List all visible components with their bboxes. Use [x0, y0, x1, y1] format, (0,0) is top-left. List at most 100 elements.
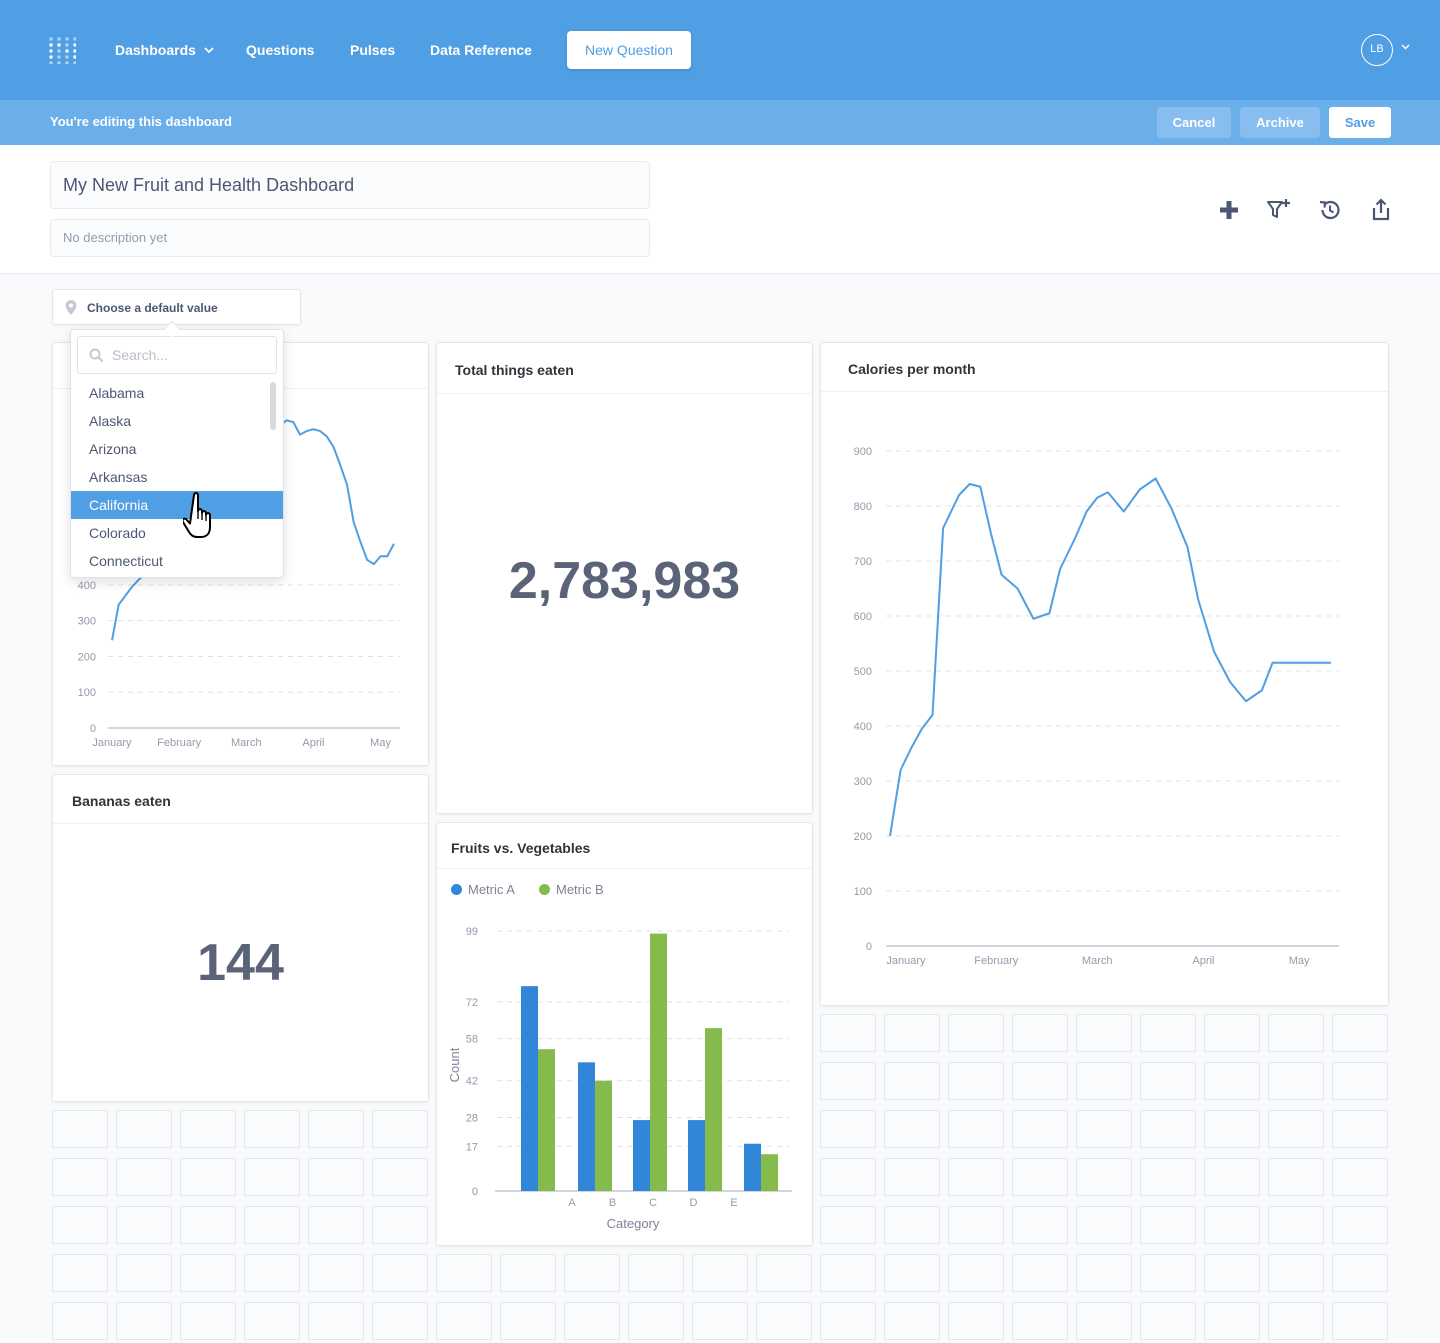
- filter-label: Choose a default value: [87, 301, 218, 315]
- empty-grid-slot: [884, 1302, 940, 1340]
- revision-history-icon[interactable]: [1317, 197, 1343, 223]
- dashboard-description-input[interactable]: No description yet: [50, 219, 650, 257]
- empty-grid-slot: [820, 1110, 876, 1148]
- empty-grid-slot: [372, 1254, 428, 1292]
- x-tick-label: B: [609, 1197, 616, 1209]
- legend-dot: [451, 884, 462, 895]
- y-tick-label: 42: [466, 1076, 478, 1088]
- nav-dashboards[interactable]: Dashboards: [115, 40, 214, 60]
- dropdown-option[interactable]: Colorado: [89, 525, 146, 541]
- series-line: [889, 477, 1331, 837]
- x-tick-label: E: [730, 1197, 737, 1209]
- empty-grid-slot: [948, 1062, 1004, 1100]
- location-filter-widget[interactable]: Choose a default value: [52, 289, 301, 325]
- chevron-down-icon[interactable]: [1401, 44, 1410, 50]
- x-tick-label: April: [302, 737, 324, 749]
- empty-grid-slot: [1012, 1254, 1068, 1292]
- y-tick-label: 100: [854, 886, 872, 898]
- x-tick-label: May: [1289, 955, 1310, 967]
- card-divider: [437, 868, 812, 869]
- empty-grid-slot: [1012, 1302, 1068, 1340]
- dropdown-scrollbar[interactable]: [270, 382, 276, 430]
- save-button[interactable]: Save: [1329, 107, 1391, 138]
- empty-grid-slot: [948, 1014, 1004, 1052]
- empty-grid-slot: [1268, 1254, 1324, 1292]
- y-tick-label: 500: [854, 666, 872, 678]
- empty-grid-slot: [244, 1302, 300, 1340]
- card-divider: [53, 823, 428, 824]
- empty-grid-slot: [244, 1254, 300, 1292]
- empty-grid-slot: [884, 1158, 940, 1196]
- calories-line-chart: 0 100 200 300 400 500 600 700 800 900 January Febru…: [854, 446, 1339, 967]
- empty-grid-slot: [1076, 1158, 1132, 1196]
- x-tick-label: February: [157, 737, 202, 749]
- user-avatar[interactable]: LB: [1361, 34, 1393, 66]
- empty-grid-slot: [1332, 1110, 1388, 1148]
- legend-item-metric-a[interactable]: Metric A: [451, 882, 515, 897]
- bar: [538, 1049, 555, 1191]
- scalar-value: 2,783,983: [508, 552, 741, 610]
- chevron-down-icon: [204, 47, 214, 54]
- empty-grid-slot: [308, 1158, 364, 1196]
- dropdown-option[interactable]: Connecticut: [89, 553, 163, 569]
- nav-pulses[interactable]: Pulses: [350, 42, 396, 58]
- total-things-card[interactable]: Total things eaten 2,783,983: [436, 342, 813, 814]
- empty-grid-slot: [1332, 1302, 1388, 1340]
- archive-button[interactable]: Archive: [1240, 107, 1320, 138]
- empty-grid-slot: [1076, 1062, 1132, 1100]
- dashboard-title-input[interactable]: My New Fruit and Health Dashboard: [50, 161, 650, 209]
- empty-grid-slot: [180, 1158, 236, 1196]
- fruits-vs-vegetables-bar-chart: 0 17 28 42 58 72 99 A B C D E Category Count: [447, 926, 792, 1231]
- empty-grid-slot: [948, 1158, 1004, 1196]
- dropdown-option[interactable]: Arizona: [89, 441, 137, 457]
- fruits-vs-vegetables-card[interactable]: Fruits vs. Vegetables Metric A Metric B …: [436, 822, 813, 1246]
- dropdown-option[interactable]: Arkansas: [89, 469, 148, 485]
- empty-grid-slot: [1140, 1014, 1196, 1052]
- add-filter-icon[interactable]: [1266, 197, 1292, 223]
- empty-grid-slot: [308, 1302, 364, 1340]
- add-card-icon[interactable]: [1216, 197, 1242, 223]
- dashboard-header: My New Fruit and Health Dashboard No des…: [0, 145, 1440, 274]
- bananas-eaten-card[interactable]: Bananas eaten 144: [52, 774, 429, 1102]
- empty-grid-slot: [1332, 1158, 1388, 1196]
- empty-grid-slot: [244, 1158, 300, 1196]
- new-question-button[interactable]: New Question: [567, 31, 691, 69]
- empty-grid-slot: [1268, 1110, 1324, 1148]
- share-icon[interactable]: [1368, 197, 1394, 223]
- empty-grid-slot: [1140, 1302, 1196, 1340]
- empty-grid-slot: [1140, 1254, 1196, 1292]
- empty-grid-slot: [116, 1206, 172, 1244]
- dropdown-search-input[interactable]: Search...: [77, 336, 277, 374]
- empty-grid-slot: [884, 1206, 940, 1244]
- empty-grid-slot: [52, 1110, 108, 1148]
- cancel-button[interactable]: Cancel: [1157, 107, 1231, 138]
- y-tick-label: 100: [78, 687, 96, 699]
- y-tick-label: 300: [854, 776, 872, 788]
- nav-data-reference[interactable]: Data Reference: [430, 42, 532, 58]
- empty-grid-slot: [116, 1110, 172, 1148]
- dropdown-option[interactable]: Alabama: [89, 385, 145, 401]
- empty-grid-slot: [436, 1254, 492, 1292]
- empty-grid-slot: [500, 1254, 556, 1292]
- card-title: Calories per month: [848, 361, 976, 377]
- empty-grid-slot: [628, 1302, 684, 1340]
- dropdown-option[interactable]: Alaska: [89, 413, 132, 429]
- x-tick-label: May: [370, 737, 391, 749]
- calories-per-month-card[interactable]: Calories per month 0 100 200 300 400 500 600 70…: [820, 342, 1389, 1006]
- y-tick-label: 28: [466, 1112, 478, 1124]
- metabase-logo-icon[interactable]: [48, 36, 76, 64]
- scalar-value: 144: [197, 934, 284, 992]
- nav-questions[interactable]: Questions: [246, 42, 315, 58]
- empty-grid-slot: [52, 1206, 108, 1244]
- empty-grid-slot: [1076, 1206, 1132, 1244]
- y-tick-label: 300: [78, 616, 96, 628]
- empty-grid-slot: [820, 1158, 876, 1196]
- legend-item-metric-b[interactable]: Metric B: [539, 882, 604, 897]
- empty-grid-slot: [948, 1254, 1004, 1292]
- dropdown-option[interactable]: California: [71, 491, 283, 519]
- empty-grid-slot: [244, 1206, 300, 1244]
- empty-grid-slot: [1268, 1206, 1324, 1244]
- hand-pointer-cursor-icon: [183, 492, 211, 538]
- empty-grid-slot: [692, 1254, 748, 1292]
- x-tick-label: A: [568, 1197, 576, 1209]
